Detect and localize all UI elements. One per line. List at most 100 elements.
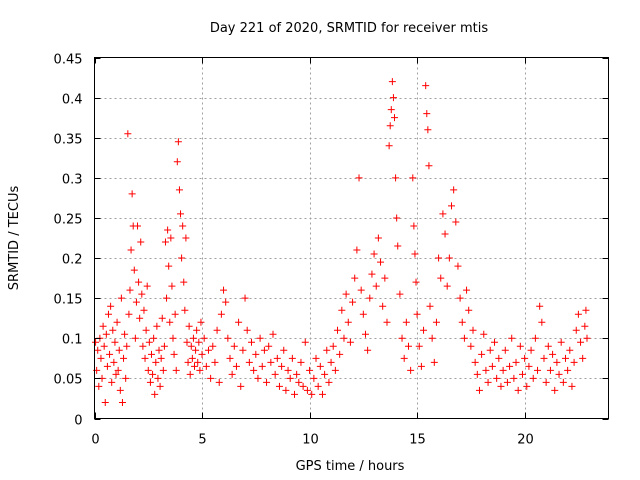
- y-tick-label: 0.2: [62, 253, 83, 268]
- y-tick-label: 0.4: [62, 93, 83, 108]
- data-point: [516, 342, 524, 350]
- data-point: [394, 242, 402, 250]
- data-point: [412, 278, 420, 286]
- data-point: [423, 110, 431, 118]
- data-point: [175, 186, 183, 194]
- data-point: [484, 378, 492, 386]
- data-point: [342, 290, 350, 298]
- data-point: [280, 346, 288, 354]
- data-point: [127, 246, 135, 254]
- data-point: [514, 386, 522, 394]
- data-point: [441, 230, 449, 238]
- data-point: [393, 214, 401, 222]
- data-point: [154, 374, 162, 382]
- data-point: [325, 378, 333, 386]
- data-point: [340, 334, 348, 342]
- data-point: [224, 334, 232, 342]
- data-point: [329, 342, 337, 350]
- plot-frame: [94, 57, 609, 419]
- y-tick-label: 0.15: [54, 293, 83, 308]
- data-point: [338, 306, 346, 314]
- data-point: [445, 254, 453, 262]
- data-point: [112, 370, 120, 378]
- axis-ticks: [94, 57, 609, 420]
- data-point: [566, 346, 574, 354]
- data-point: [174, 138, 182, 146]
- data-point: [377, 258, 385, 266]
- data-point: [361, 330, 369, 338]
- data-point: [428, 334, 436, 342]
- data-point: [478, 350, 486, 358]
- data-point: [557, 338, 565, 346]
- data-point: [491, 338, 499, 346]
- data-point: [398, 334, 406, 342]
- data-point: [295, 378, 303, 386]
- data-point: [137, 238, 145, 246]
- data-point: [364, 346, 372, 354]
- data-point: [561, 354, 569, 362]
- data-point: [495, 354, 503, 362]
- data-point: [493, 374, 501, 382]
- data-point: [92, 338, 100, 346]
- data-point: [256, 334, 264, 342]
- data-point: [126, 286, 134, 294]
- data-point: [546, 366, 554, 374]
- data-point: [435, 254, 443, 262]
- data-point: [499, 366, 507, 374]
- data-point: [196, 366, 204, 374]
- data-point: [260, 346, 268, 354]
- data-point: [306, 366, 314, 374]
- y-tick-label: 0.05: [54, 373, 83, 388]
- data-point: [95, 382, 103, 390]
- data-point: [388, 78, 396, 86]
- data-point: [480, 330, 488, 338]
- data-point: [574, 310, 582, 318]
- data-point: [415, 342, 423, 350]
- data-point: [475, 386, 483, 394]
- data-point: [450, 186, 458, 194]
- x-tick-label: 20: [517, 433, 534, 448]
- data-point: [101, 398, 109, 406]
- data-point: [158, 314, 166, 322]
- data-point: [115, 346, 123, 354]
- data-point: [488, 362, 496, 370]
- data-point: [387, 106, 395, 114]
- data-point: [540, 354, 548, 362]
- data-point: [301, 338, 309, 346]
- data-point: [265, 342, 273, 350]
- data-point: [187, 342, 195, 350]
- data-point: [439, 210, 447, 218]
- data-point: [314, 382, 322, 390]
- data-point: [396, 290, 404, 298]
- data-point: [437, 274, 445, 282]
- data-point: [531, 334, 539, 342]
- data-point: [241, 294, 249, 302]
- data-point: [110, 358, 118, 366]
- data-point: [282, 386, 290, 394]
- y-tick-label: 0.3: [62, 173, 83, 188]
- data-point: [512, 358, 520, 366]
- data-point: [527, 346, 535, 354]
- data-point: [134, 222, 142, 230]
- data-point: [355, 174, 363, 182]
- x-tick-labels: 0 5 10 15 20: [91, 433, 533, 448]
- data-point: [523, 382, 531, 390]
- x-tick-label: 10: [302, 433, 319, 448]
- data-point: [368, 270, 376, 278]
- data-point: [144, 366, 152, 374]
- data-point: [197, 318, 205, 326]
- data-point: [299, 382, 307, 390]
- data-point: [473, 370, 481, 378]
- data-point: [312, 354, 320, 362]
- data-point: [346, 338, 354, 346]
- data-point: [424, 126, 432, 134]
- data-point: [102, 330, 110, 338]
- data-point: [370, 250, 378, 258]
- data-point: [181, 306, 189, 314]
- data-point: [149, 370, 157, 378]
- data-point: [209, 342, 217, 350]
- data-point: [123, 342, 131, 350]
- data-point: [135, 278, 143, 286]
- data-point: [568, 382, 576, 390]
- data-point: [467, 342, 475, 350]
